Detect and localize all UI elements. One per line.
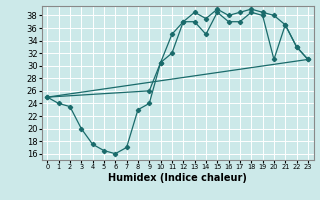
X-axis label: Humidex (Indice chaleur): Humidex (Indice chaleur) (108, 173, 247, 183)
